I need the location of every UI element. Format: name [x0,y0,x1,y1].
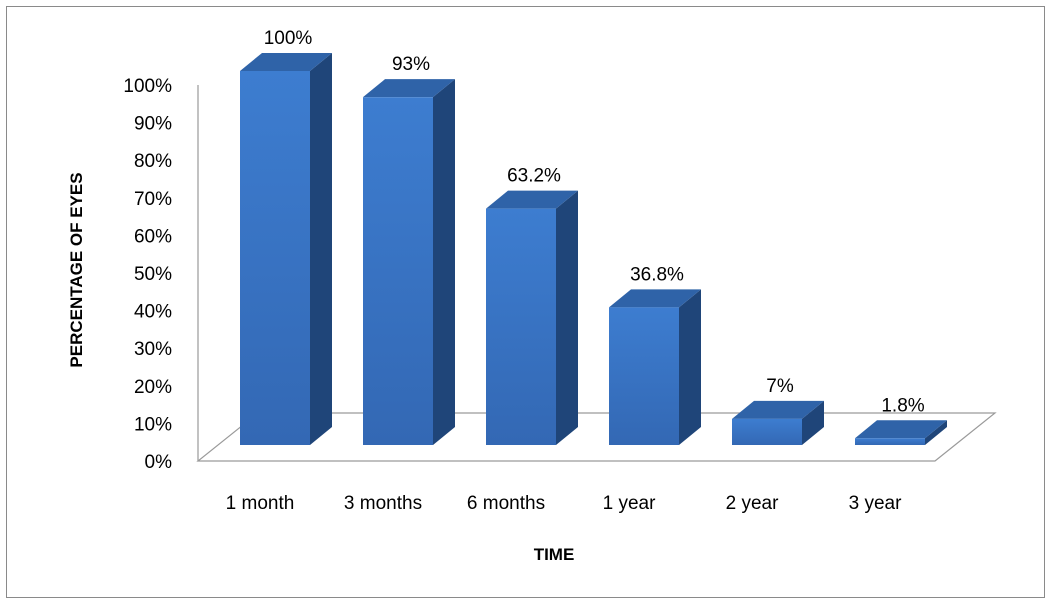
bar-front-face [732,418,802,445]
data-label: 1.8% [881,395,924,416]
y-tick-label: 40% [134,302,172,323]
bar-top-face [609,289,701,308]
x-category-label: 3 months [344,493,422,514]
bar-4 [609,289,701,445]
y-tick-label: 30% [134,339,172,360]
chart-floor [196,85,997,462]
y-tick-label: 60% [134,226,172,247]
data-label: 93% [392,54,430,75]
bar-side-face [925,420,947,445]
bar-6 [855,420,947,445]
x-category-label: 1 year [603,493,656,514]
y-tick-label: 10% [134,414,172,435]
y-tick-label: 100% [123,76,172,97]
x-axis-title: TIME [534,545,575,564]
y-axis-title: PERCENTAGE OF EYES [67,172,86,367]
y-tick-label: 50% [134,264,172,285]
y-tick-label: 0% [145,452,173,473]
bar-5 [732,400,824,445]
bar-top-face [240,53,332,71]
data-label: 7% [766,376,794,397]
bar-top-face [855,420,947,439]
bar-1 [240,53,332,445]
y-tick-label: 80% [134,151,172,172]
x-axis-categories: 1 month 3 months 6 months 1 year 2 year 3 yea… [226,493,902,514]
floor-plane [196,412,997,462]
data-label: 63.2% [507,166,561,187]
bar-side-face [802,400,824,445]
x-category-label: 2 year [726,493,779,514]
y-axis-ticks: 0% 10% 20% 30% 40% 50% 60% 70% 80% 90% 100% [123,76,172,473]
x-category-label: 3 year [849,493,902,514]
x-category-label: 1 month [226,493,295,514]
bar-top-face [732,400,824,419]
bar-top-face [363,79,455,98]
bar-front-face [486,208,556,445]
data-label: 36.8% [630,264,684,285]
y-tick-label: 90% [134,114,172,135]
x-category-label: 6 months [467,493,545,514]
bar-front-face [609,307,679,445]
bar-front-face [363,97,433,446]
bar-2 [363,79,455,446]
data-label: 100% [264,28,313,49]
bar-side-face [433,79,455,446]
bar-3 [486,190,578,445]
y-tick-label: 70% [134,189,172,210]
bar-side-face [310,53,332,445]
bar-top-face [486,190,578,209]
bar-side-face [679,289,701,445]
bar-front-face [240,71,310,445]
y-tick-label: 20% [134,377,172,398]
data-labels: 100% 93% 63.2% 36.8% 7% 1.8% [264,28,925,416]
bar-front-face [855,438,925,445]
bars [240,53,947,446]
bar-side-face [556,190,578,445]
